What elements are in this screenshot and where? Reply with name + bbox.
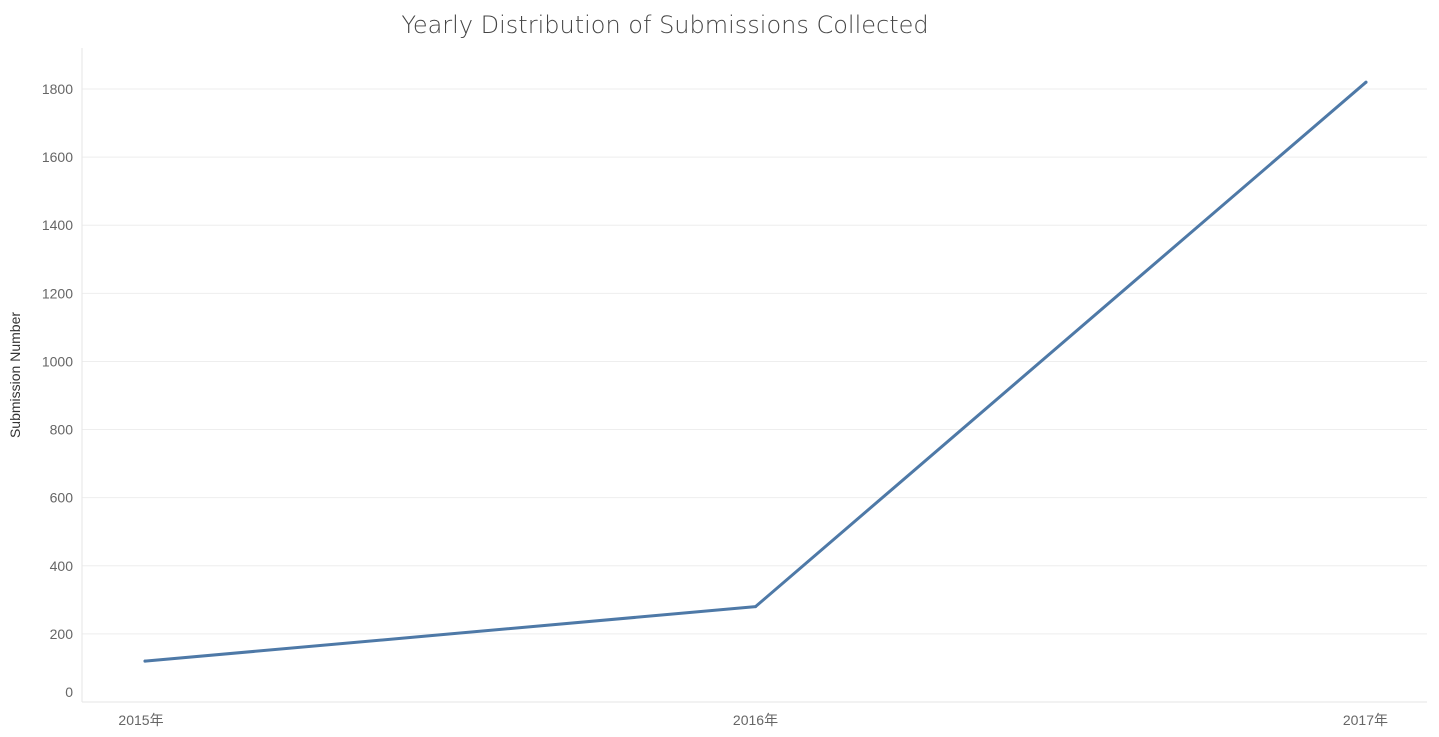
y-tick-label: 1600 xyxy=(42,149,73,165)
y-axis-label: Submission Number xyxy=(7,312,23,438)
gridlines xyxy=(82,88,1427,635)
axes xyxy=(81,48,1427,703)
y-tick-label: 0 xyxy=(65,684,73,700)
y-tick-label: 600 xyxy=(50,490,74,506)
data-point xyxy=(143,659,147,663)
data-point xyxy=(1364,80,1368,84)
data-point xyxy=(754,605,757,609)
x-tick-labels: 2015年 2016年 2017年 xyxy=(118,712,1388,728)
x-tick-label: 2016年 xyxy=(733,712,778,728)
y-tick-label: 400 xyxy=(50,558,74,574)
y-tick-label: 800 xyxy=(50,422,74,438)
y-tick-label: 1200 xyxy=(42,285,73,301)
y-tick-label: 1400 xyxy=(42,217,73,233)
y-tick-label: 1000 xyxy=(42,353,73,369)
y-tick-labels: 0 200 400 600 800 1000 1200 1400 1600 1800 xyxy=(42,81,73,700)
series-layer xyxy=(143,80,1368,663)
y-tick-label: 1800 xyxy=(42,81,73,97)
y-tick-label: 200 xyxy=(50,626,74,642)
x-tick-label: 2017年 xyxy=(1343,712,1388,728)
series-line xyxy=(143,80,1368,663)
x-tick-label: 2015年 xyxy=(118,712,163,728)
chart-title: Yearly Distribution of Submissions Colle… xyxy=(401,11,928,39)
